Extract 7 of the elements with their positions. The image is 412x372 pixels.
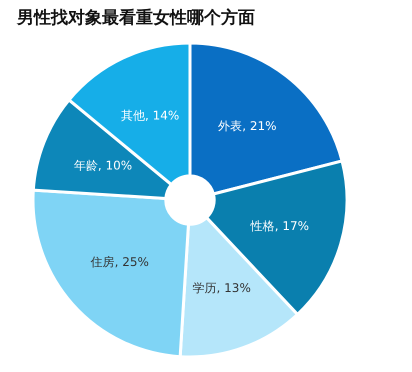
slice-label: 外表, 21% (218, 119, 277, 134)
slice-label: 其他, 14% (120, 108, 180, 122)
chart-title: 男性找对象最看重女性哪个方面 (16, 8, 255, 27)
slice-label: 住房, 25% (90, 254, 149, 269)
slice-label: 学历, 13% (192, 281, 251, 296)
slice-label: 性格, 17% (250, 219, 310, 234)
slice-label: 年龄, 10% (74, 158, 132, 173)
